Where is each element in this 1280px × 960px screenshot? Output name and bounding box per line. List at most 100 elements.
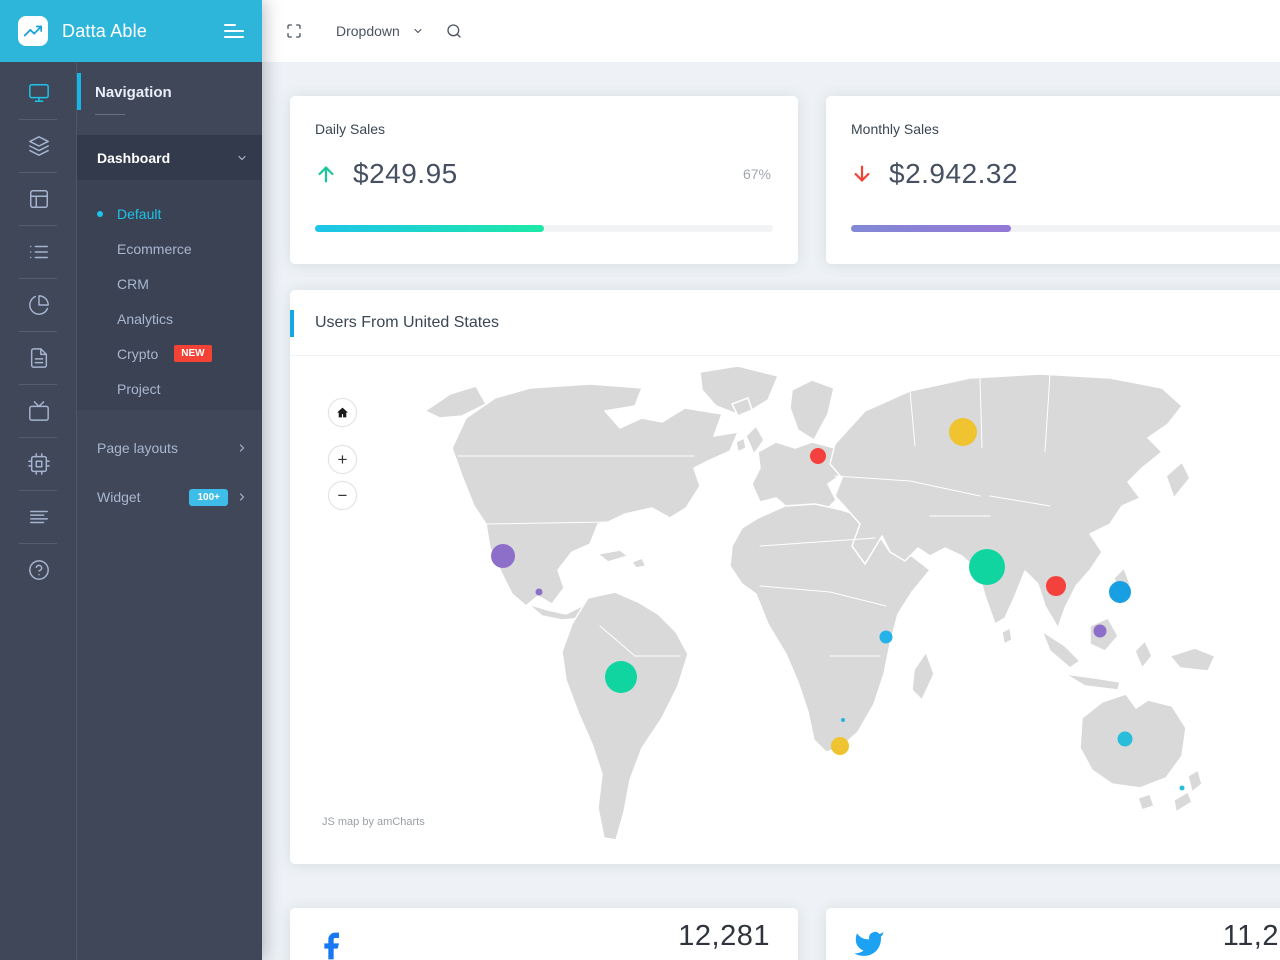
sidebar-icon-strip [0, 62, 77, 960]
search-icon[interactable] [446, 23, 462, 39]
map-bubble [831, 737, 849, 755]
divider [19, 331, 57, 332]
sidebar-subitem-default[interactable]: Default [77, 196, 262, 231]
daily-sales-card: Daily Sales $249.95 67% [290, 96, 798, 264]
menu-links: Page layouts Widget 100+ [77, 428, 262, 526]
plus-icon: + [337, 449, 348, 469]
file-text-icon [30, 347, 47, 368]
sidebar-link-widget[interactable]: Widget 100+ [77, 477, 262, 517]
divider [19, 384, 57, 385]
minus-icon: − [337, 485, 348, 505]
amount-row: $2.942.32 [851, 154, 1280, 194]
amcharts-attribution: JS map by amCharts [322, 816, 425, 828]
sidebar-item-help[interactable] [0, 543, 77, 596]
arrow-up-icon [318, 166, 334, 183]
divider [19, 543, 57, 544]
facebook-count: 12,281 [678, 920, 770, 952]
sidebar-subitem-crypto[interactable]: Crypto NEW [77, 336, 262, 371]
map-card-header: Users From United States [290, 290, 1280, 356]
sidebar-item-layout[interactable] [0, 172, 77, 225]
map-bubble [949, 418, 977, 446]
group-label: Dashboard [97, 149, 171, 166]
sidebar-link-page-layouts[interactable]: Page layouts [77, 428, 262, 468]
map-bubble [1093, 624, 1107, 638]
chevron-right-icon [239, 493, 245, 501]
active-indicator-bar [77, 73, 81, 110]
map-card-title: Users From United States [315, 313, 500, 331]
chevron-down-icon [414, 28, 422, 34]
active-bullet [97, 210, 103, 217]
amount-row: $249.95 67% [315, 154, 771, 194]
chevron-down-icon [238, 155, 246, 160]
sidebar-item-monitor[interactable] [0, 66, 77, 119]
monthly-progress-bar [851, 225, 1012, 232]
divider [19, 225, 57, 226]
sidebar-toggle-icon[interactable] [224, 24, 244, 38]
map-bubble [841, 718, 845, 722]
arrow-down-icon [854, 165, 870, 182]
layout-icon [29, 189, 48, 208]
card-title: Monthly Sales [851, 121, 939, 137]
map-bubble [1109, 581, 1131, 603]
nav-section-label: Navigation [95, 84, 172, 101]
fullscreen-icon[interactable] [286, 23, 302, 39]
facebook-stats-card: 12,281 [290, 908, 798, 960]
sidebar-item-forms[interactable] [0, 331, 77, 384]
pie-chart-icon [28, 294, 49, 315]
map-bubble [535, 588, 543, 596]
header-accent-bar [290, 310, 294, 337]
brand-header: Datta Able [0, 0, 262, 62]
sidebar-item-charts[interactable] [0, 278, 77, 331]
subitem-label: Project [117, 380, 161, 397]
sidebar: Navigation Dashboard Default Ecommerce CRM… [0, 62, 262, 960]
divider [19, 278, 57, 279]
map-zoom-out-button[interactable]: − [328, 481, 357, 510]
trending-up-icon [24, 25, 42, 37]
map-bubble [605, 661, 637, 693]
subitem-label: Analytics [117, 310, 174, 327]
sidebar-item-tables[interactable] [0, 384, 77, 437]
users-map-card: Users From United States [290, 290, 1280, 864]
sidebar-subitem-project[interactable]: Project [77, 371, 262, 406]
sidebar-subitem-crm[interactable]: CRM [77, 266, 262, 301]
monitor-icon [28, 83, 49, 102]
dropdown-label: Dropdown [336, 23, 400, 39]
sidebar-subitem-ecommerce[interactable]: Ecommerce [77, 231, 262, 266]
map-bubble [1046, 576, 1066, 596]
progress-track [851, 225, 1280, 232]
chevron-right-icon [239, 444, 245, 452]
dropdown-menu[interactable]: Dropdown [336, 23, 424, 39]
subitem-label: CRM [117, 275, 149, 292]
count-badge: 100+ [189, 488, 228, 506]
divider [19, 437, 57, 438]
map-home-button[interactable] [328, 398, 357, 427]
cpu-icon [27, 452, 50, 475]
facebook-icon [324, 932, 339, 960]
twitter-stats-card: 11,2 [826, 908, 1280, 960]
sidebar-item-list[interactable] [0, 225, 77, 278]
link-label: Widget [97, 489, 141, 505]
subitem-label: Crypto [117, 345, 159, 362]
daily-sales-amount: $249.95 [353, 158, 458, 189]
list-icon [29, 245, 48, 258]
link-label: Page layouts [97, 440, 178, 456]
sidebar-item-extensions[interactable] [0, 490, 77, 543]
map-zoom-in-button[interactable]: + [328, 445, 357, 474]
brand-logo [18, 16, 48, 46]
world-map-svg [424, 365, 1216, 841]
divider [19, 490, 57, 491]
sidebar-item-apps[interactable] [0, 437, 77, 490]
twitter-icon [854, 931, 884, 956]
sidebar-group-dashboard[interactable]: Dashboard [77, 135, 262, 180]
monthly-sales-card: Monthly Sales $2.942.32 [826, 96, 1280, 264]
dashboard-submenu: Default Ecommerce CRM Analytics Crypto NEW Pro… [77, 180, 262, 410]
sidebar-subitem-analytics[interactable]: Analytics [77, 301, 262, 336]
sidebar-menu-panel: Navigation Dashboard Default Ecommerce CRM… [77, 62, 262, 960]
map-bubble [969, 549, 1005, 585]
monthly-sales-amount: $2.942.32 [889, 158, 1019, 189]
help-circle-icon [28, 559, 49, 580]
map-bubble [1117, 731, 1133, 747]
sidebar-item-layers[interactable] [0, 119, 77, 172]
card-title: Daily Sales [315, 121, 386, 137]
